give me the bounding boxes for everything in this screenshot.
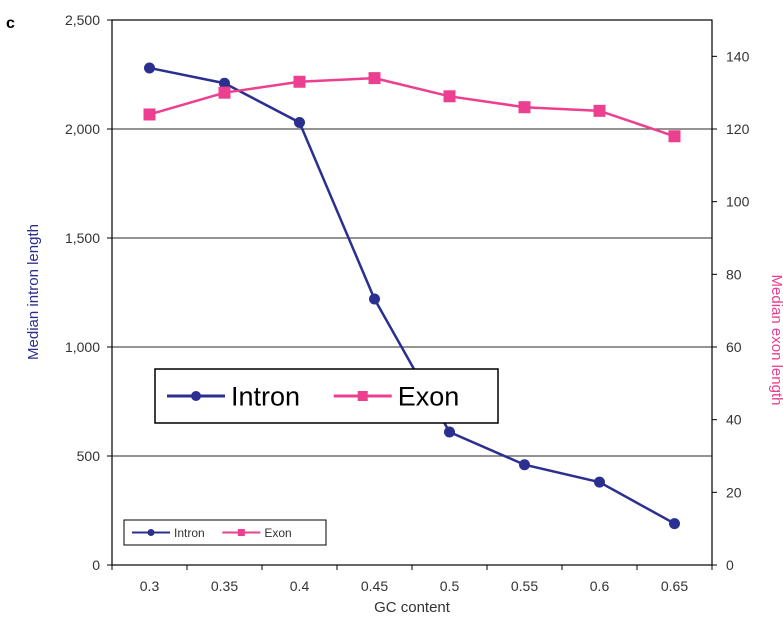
intron-point bbox=[444, 426, 455, 438]
legend-large-intron-label: Intron bbox=[231, 382, 300, 412]
left-tick-label: 2,500 bbox=[65, 12, 100, 28]
x-tick-label: 0.6 bbox=[590, 578, 610, 594]
legend-large-intron-swatch-marker bbox=[191, 391, 201, 401]
exon-point bbox=[293, 75, 306, 88]
exon-point bbox=[143, 108, 156, 121]
intron-point bbox=[369, 293, 380, 305]
left-tick-label: 2,000 bbox=[65, 121, 100, 137]
x-axis-title: GC content bbox=[374, 599, 451, 616]
right-axis-title: Median exon length bbox=[768, 275, 783, 406]
x-tick-label: 0.5 bbox=[440, 578, 460, 594]
intron-point bbox=[594, 476, 605, 488]
intron-point bbox=[144, 62, 155, 74]
exon-point bbox=[668, 130, 681, 143]
x-tick-label: 0.3 bbox=[140, 578, 160, 594]
right-tick-label: 80 bbox=[726, 266, 742, 282]
right-tick-label: 60 bbox=[726, 339, 742, 355]
legend-small-exon-swatch-marker bbox=[237, 529, 245, 536]
x-tick-label: 0.65 bbox=[661, 578, 688, 594]
left-axis-title: Median intron length bbox=[25, 224, 42, 360]
exon-point bbox=[368, 72, 381, 85]
left-axis: 0 500 1,000 1,500 2,000 2,500 bbox=[65, 12, 112, 573]
intron-point bbox=[219, 77, 230, 89]
right-tick-label: 140 bbox=[726, 48, 750, 64]
right-tick-label: 100 bbox=[726, 194, 750, 210]
x-tick-label: 0.35 bbox=[211, 578, 238, 594]
x-tick-label: 0.4 bbox=[290, 578, 310, 594]
exon-point bbox=[218, 86, 231, 99]
exon-point bbox=[443, 90, 456, 103]
left-tick-label: 500 bbox=[77, 448, 101, 464]
right-axis: 0 20 40 60 80 100 120 140 bbox=[712, 48, 750, 573]
legends: Intron Exon Intron Exon bbox=[123, 368, 499, 546]
intron-line bbox=[149, 66, 676, 525]
legend-small-intron-label: Intron bbox=[174, 526, 205, 540]
legend-large: Intron Exon bbox=[154, 368, 499, 424]
x-tick-label: 0.55 bbox=[511, 578, 538, 594]
panel-label: c bbox=[6, 15, 15, 32]
exon-point bbox=[593, 104, 606, 117]
exon-line bbox=[149, 76, 675, 138]
intron-point bbox=[519, 459, 530, 471]
exon-point bbox=[518, 101, 531, 114]
left-tick-label: 0 bbox=[92, 557, 100, 573]
intron-point bbox=[669, 518, 680, 530]
gridlines bbox=[112, 128, 712, 457]
right-tick-label: 20 bbox=[726, 484, 742, 500]
x-axis: 0.3 0.35 0.4 0.45 0.5 0.55 0.6 0.65 bbox=[111, 565, 713, 594]
intron-point bbox=[294, 116, 305, 128]
legend-small: Intron Exon bbox=[123, 519, 327, 546]
legend-small-exon-label: Exon bbox=[264, 526, 291, 540]
series-layer bbox=[143, 62, 681, 530]
legend-large-exon-label: Exon bbox=[398, 382, 460, 412]
left-tick-label: 1,500 bbox=[65, 230, 100, 246]
right-tick-label: 40 bbox=[726, 412, 742, 428]
left-tick-label: 1,000 bbox=[65, 339, 100, 355]
legend-large-exon-swatch-marker bbox=[357, 391, 368, 401]
plot-frame bbox=[111, 19, 713, 566]
right-tick-label: 0 bbox=[726, 557, 734, 573]
right-tick-label: 120 bbox=[726, 121, 750, 137]
legend-small-intron-swatch-marker bbox=[147, 529, 155, 536]
x-tick-label: 0.45 bbox=[361, 578, 388, 594]
